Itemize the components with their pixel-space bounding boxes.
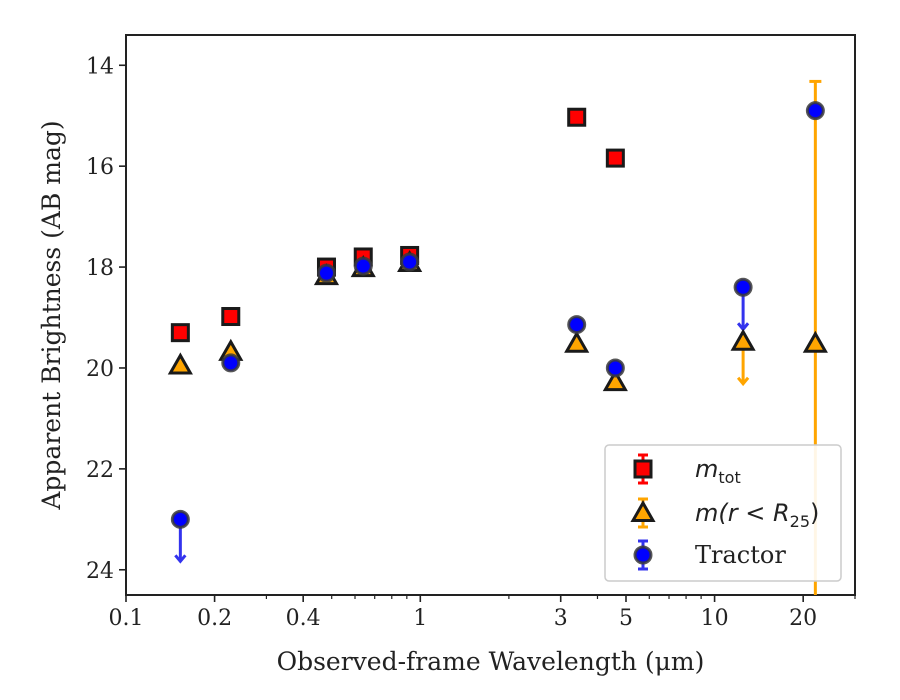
circle-point	[733, 277, 753, 297]
x-tick-label: 20	[789, 606, 817, 631]
square-point	[605, 148, 625, 168]
axes-box	[125, 34, 856, 596]
legend-circle-marker	[633, 545, 653, 565]
circle-point	[805, 101, 825, 121]
x-axis-label: Observed-frame Wavelength (μm)	[277, 647, 705, 676]
legend-label: Tractor	[695, 541, 786, 569]
legend: mtot m(r < R25) Tractor	[604, 444, 842, 582]
x-tick-label: 1	[413, 606, 427, 631]
upper-limit-arrow-head	[174, 554, 187, 564]
plot-frame	[125, 34, 856, 596]
x-tick-label: 0.2	[197, 606, 232, 631]
legend-square-marker	[633, 459, 653, 479]
square-point	[221, 307, 241, 327]
triangle-point	[167, 352, 193, 375]
data-points	[167, 101, 828, 529]
circle-point	[400, 252, 420, 272]
axis-ticks: 0.1 0.2 0.4 1 3 5 10 20 14 16 18 20 22 24	[86, 54, 856, 631]
square-point	[170, 323, 190, 343]
y-tick-label: 24	[86, 559, 114, 584]
legend-triangle-marker	[630, 499, 656, 522]
square-point	[567, 107, 587, 127]
legend-label: m(r < R25)	[695, 499, 819, 531]
x-tick-label: 3	[554, 606, 568, 631]
triangle-point	[564, 330, 590, 353]
y-tick-label: 14	[86, 54, 114, 79]
triangle-point	[602, 369, 628, 392]
circle-point	[353, 256, 373, 276]
legend-label: mtot	[695, 455, 741, 487]
circle-point	[170, 509, 190, 529]
x-tick-label: 0.1	[109, 606, 144, 631]
circle-point	[605, 358, 625, 378]
x-tick-label: 10	[701, 606, 729, 631]
y-axis-label: Apparent Brightness (AB mag)	[37, 120, 66, 510]
circle-point	[567, 315, 587, 335]
legend-box	[604, 444, 842, 582]
circle-point	[221, 353, 241, 373]
upper-limit-arrow-head	[736, 376, 750, 387]
circle-point	[316, 263, 336, 283]
y-tick-label: 22	[86, 458, 114, 483]
x-tick-label: 5	[619, 606, 633, 631]
y-tick-label: 20	[86, 357, 114, 382]
triangle-point	[802, 330, 828, 353]
y-tick-label: 16	[86, 155, 114, 180]
y-tick-label: 18	[86, 256, 114, 281]
triangle-point	[730, 328, 756, 351]
x-tick-label: 0.4	[286, 606, 321, 631]
